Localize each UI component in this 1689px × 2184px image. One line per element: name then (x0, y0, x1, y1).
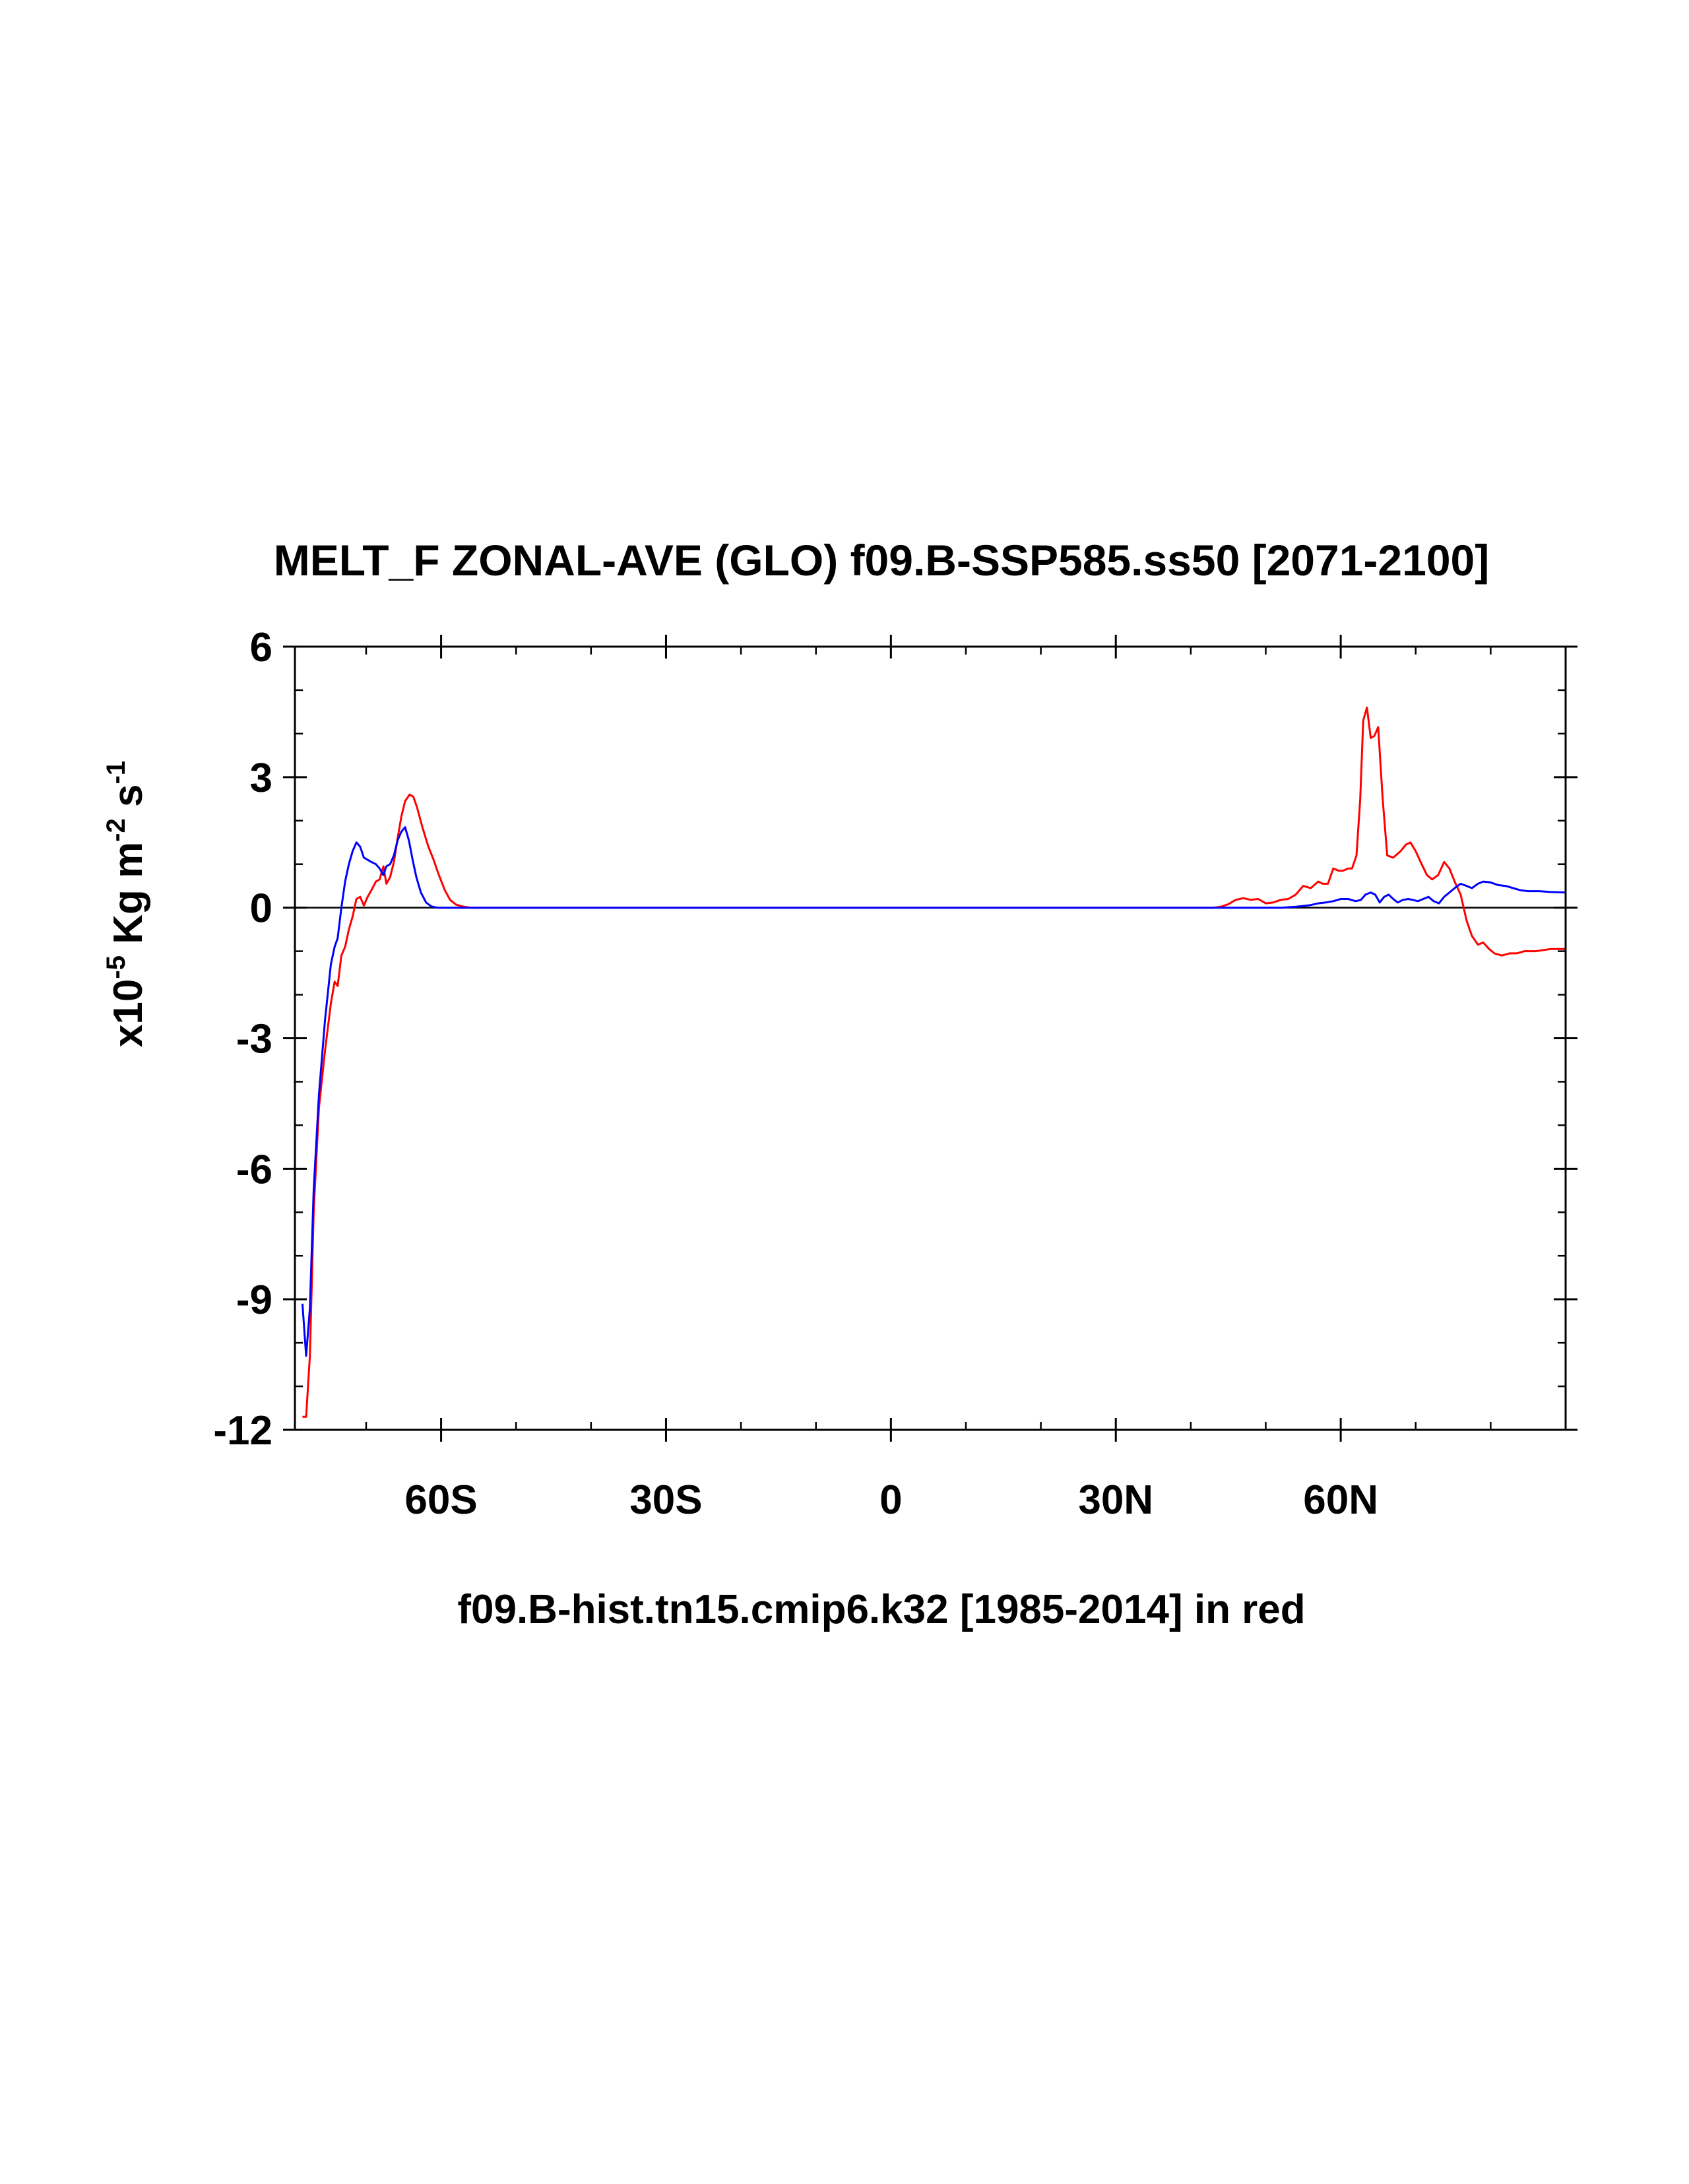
x-tick-label: 0 (879, 1477, 902, 1523)
y-axis-label-mid2: s (106, 785, 151, 819)
x-tick-label: 60N (1303, 1477, 1378, 1523)
y-axis-label-exp1: -5 (102, 955, 131, 979)
y-axis-label-mid: Kg m (106, 842, 151, 955)
x-axis-label: f09.B-hist.tn15.cmip6.k32 [1985-2014] in… (457, 1587, 1305, 1632)
y-tick-label: -3 (236, 1017, 272, 1062)
series-group (301, 706, 1566, 1418)
y-axis-label-exp3: -1 (102, 761, 131, 785)
y-tick-label: 6 (250, 625, 272, 670)
y-tick-label: -12 (213, 1408, 272, 1454)
x-tick-label: 60S (404, 1477, 477, 1523)
y-axis: 6 3 0 -3 -6 -9 -12 (213, 625, 1577, 1454)
y-tick-label: 3 (250, 755, 272, 801)
y-tick-label: -6 (236, 1147, 272, 1192)
y-tick-label: 0 (250, 886, 272, 932)
x-tick-label: 30N (1078, 1477, 1153, 1523)
y-axis-label: x10-5 Kg m-2 s-1 (102, 761, 151, 1047)
y-tick-label: -9 (236, 1277, 272, 1323)
y-axis-label-prefix: x10 (106, 979, 151, 1047)
y-axis-label-exp2: -2 (102, 818, 131, 842)
series-line-red (302, 706, 1566, 1418)
x-axis: 60S 30S 0 30N 60N (365, 635, 1492, 1523)
series-line-blue (301, 826, 1566, 1357)
x-tick-label: 30S (629, 1477, 702, 1523)
chart-title: MELT_F ZONAL-AVE (GLO) f09.B-SSP585.ss50… (274, 536, 1489, 585)
